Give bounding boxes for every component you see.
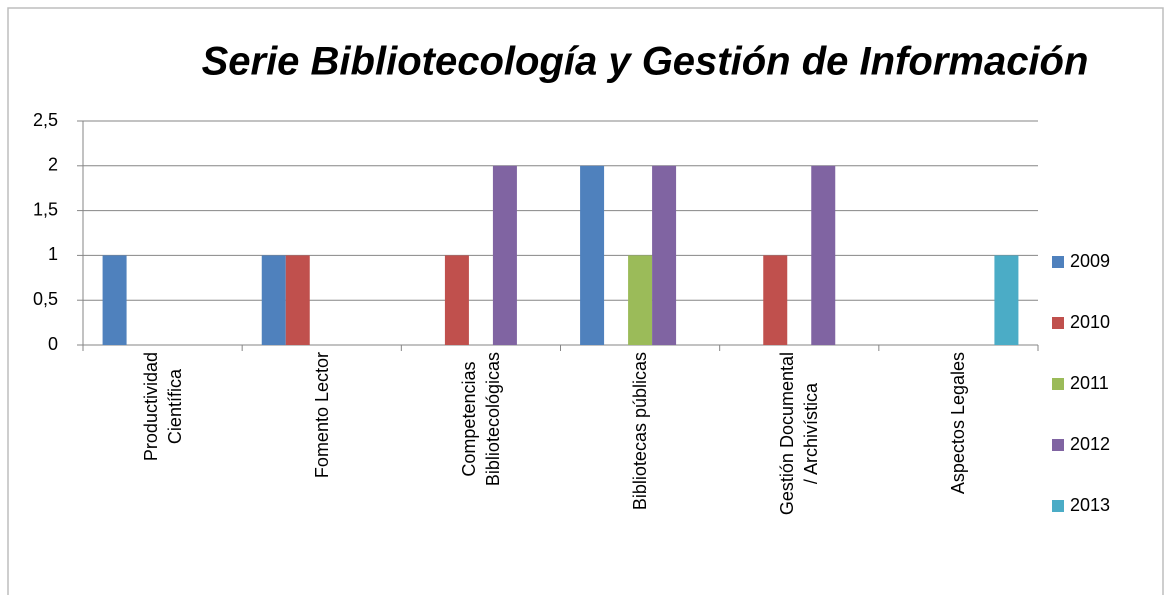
x-tick-label-box: Competencias Bibliotecológicas: [451, 352, 511, 595]
y-tick-label: 2,5: [33, 110, 58, 130]
y-tick-label: 1,5: [33, 199, 58, 219]
x-tick-label: Gestión Documental / Archivística: [777, 352, 822, 516]
legend-swatch: [1052, 317, 1064, 329]
bar: [763, 255, 788, 345]
legend-label: 2009: [1070, 251, 1110, 271]
x-tick-label-box: Aspectos Legales: [928, 352, 988, 595]
bar: [994, 255, 1019, 345]
x-tick-label: Fomento Lector: [311, 352, 332, 479]
x-tick-label-box: Bibliotecas públicas: [610, 352, 670, 595]
bar: [628, 255, 653, 345]
bar: [492, 165, 517, 345]
bar: [444, 255, 469, 345]
x-tick-label-box: Gestión Documental / Archivística: [769, 352, 829, 595]
legend-label: 2013: [1070, 495, 1110, 515]
chart-title: Serie Bibliotecología y Gestión de Infor…: [202, 40, 1089, 84]
y-tick-label: 0: [48, 334, 58, 354]
x-tick-label: Competencias Bibliotecológicas: [458, 352, 503, 487]
bar: [652, 165, 677, 345]
bar: [285, 255, 310, 345]
x-tick-label: Productividad Científica: [140, 352, 185, 462]
bar: [102, 255, 127, 345]
legend-label: 2012: [1070, 434, 1110, 454]
x-tick-label: Aspectos Legales: [948, 352, 969, 495]
x-tick-label: Bibliotecas públicas: [630, 352, 651, 511]
legend-label: 2010: [1070, 312, 1110, 332]
y-tick-label: 2: [48, 155, 58, 175]
bar: [261, 255, 286, 345]
y-tick-label: 1: [48, 244, 58, 264]
y-tick-label: 0,5: [33, 289, 58, 309]
legend-swatch: [1052, 378, 1064, 390]
legend-swatch: [1052, 256, 1064, 268]
x-tick-label-box: Productividad Científica: [133, 352, 193, 595]
bar: [580, 165, 605, 345]
legend-swatch: [1052, 500, 1064, 512]
legend-label: 2011: [1070, 373, 1109, 393]
bar: [811, 165, 836, 345]
legend-swatch: [1052, 439, 1064, 451]
chart-frame: [7, 7, 1164, 595]
x-tick-label-box: Fomento Lector: [292, 352, 352, 595]
